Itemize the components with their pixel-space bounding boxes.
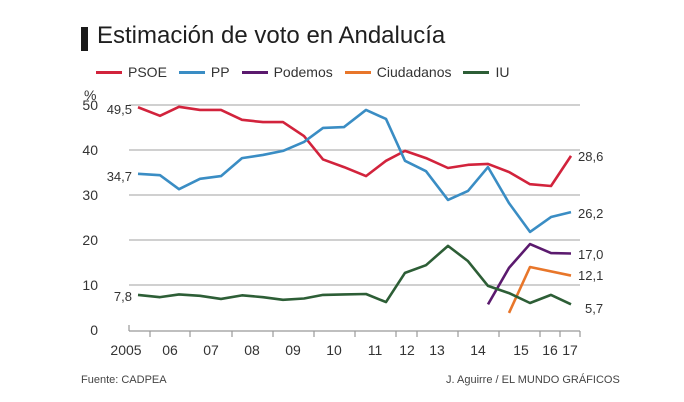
series-line-iu — [137, 244, 572, 306]
x-tick-label: 14 — [470, 342, 486, 358]
x-axis: 2005 06 07 08 09 10 11 12 13 14 15 16 17 — [110, 325, 581, 358]
y-tick-label: 40 — [82, 142, 98, 158]
legend-label-psoe: PSOE — [128, 64, 167, 80]
series-line-podemos — [486, 242, 572, 305]
gridlines — [129, 104, 580, 286]
y-tick-label: 30 — [82, 187, 98, 203]
legend-swatch-iu — [463, 70, 490, 74]
legend-swatch-podemos — [241, 70, 268, 74]
legend-label-pp: PP — [210, 64, 230, 80]
start-label-pp: 34,7 — [107, 169, 132, 184]
x-tick-label: 12 — [399, 342, 415, 358]
x-tick-label: 10 — [326, 342, 342, 358]
x-tick-label: 16 — [542, 342, 558, 358]
end-label-pp: 26,2 — [578, 206, 603, 221]
x-tick-label: 06 — [162, 342, 178, 358]
y-tick-label: 0 — [90, 322, 98, 338]
y-axis-unit: % — [84, 87, 96, 103]
chart-title: Estimación de voto en Andalucía — [97, 22, 446, 49]
legend-swatch-pp — [178, 70, 205, 74]
end-label-iu: 5,7 — [585, 301, 603, 316]
legend-label-iu: IU — [495, 64, 510, 80]
credit-note: J. Aguirre / EL MUNDO GRÁFICOS — [446, 374, 620, 386]
series-line-ciudadanos — [507, 265, 572, 314]
series-lines — [137, 105, 573, 314]
end-label-podemos: 17,0 — [578, 247, 603, 262]
legend-item-pp: PP — [178, 64, 230, 80]
legend-item-podemos: Podemos — [241, 64, 333, 80]
series-line-pp — [137, 108, 572, 234]
legend-label-ciudadanos: Ciudadanos — [376, 64, 452, 80]
y-tick-label: 20 — [82, 232, 98, 248]
x-tick-label: 15 — [513, 342, 529, 358]
legend-label-podemos: Podemos — [273, 64, 333, 80]
x-tick-label: 17 — [562, 342, 578, 358]
y-tick-label: 50 — [82, 97, 98, 113]
value-labels: 28,6 49,5 26,2 34,7 17,0 12,1 5,7 7,8 — [107, 102, 604, 316]
legend-item-iu: IU — [463, 64, 509, 80]
end-label-psoe: 28,6 — [578, 149, 603, 164]
y-tick-label: 10 — [82, 277, 98, 293]
x-tick-label: 08 — [244, 342, 260, 358]
series-line-psoe — [137, 105, 573, 188]
source-note: Fuente: CADPEA — [81, 374, 167, 386]
x-tick-label: 13 — [429, 342, 445, 358]
y-axis: 0 10 20 30 40 50% — [82, 87, 98, 338]
start-label-iu: 7,8 — [114, 289, 132, 304]
x-tick-label: 07 — [203, 342, 219, 358]
start-label-psoe: 49,5 — [107, 102, 132, 117]
legend-swatch-ciudadanos — [344, 70, 371, 74]
end-label-ciudadanos: 12,1 — [578, 268, 603, 283]
x-tick-label: 11 — [368, 342, 383, 358]
legend-item-psoe: PSOE — [96, 64, 167, 80]
legend-swatch-psoe — [96, 70, 122, 74]
legend: PSOE PP Podemos Ciudadanos IU — [96, 64, 521, 80]
x-tick-label: 09 — [285, 342, 301, 358]
x-tick-label: 2005 — [110, 342, 141, 358]
title-marker — [81, 27, 88, 51]
legend-item-ciudadanos: Ciudadanos — [344, 64, 452, 80]
